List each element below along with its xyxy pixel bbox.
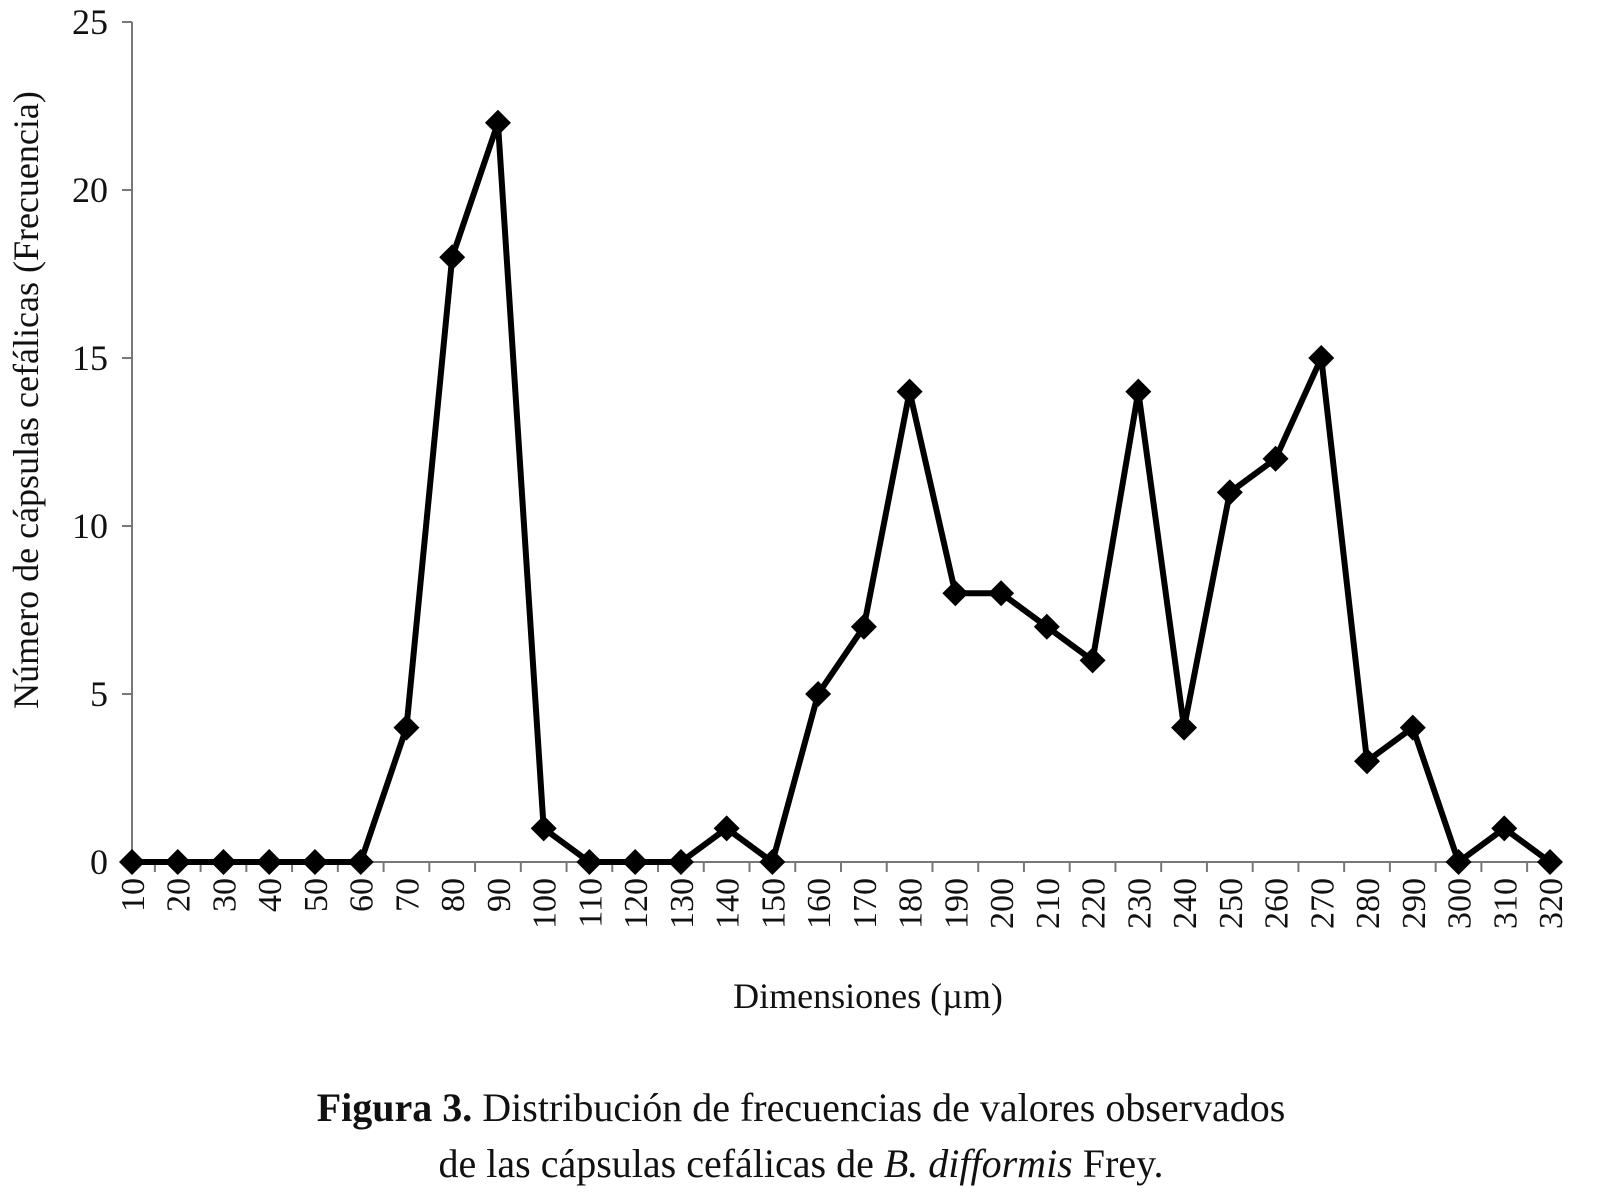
data-point-30 [210,849,237,875]
x-tick-label-50: 50 [298,878,335,912]
y-tick-label-5: 5 [90,674,108,714]
data-point-200 [988,580,1015,607]
y-tick-label-25: 25 [72,2,108,42]
x-tick-label-300: 300 [1442,878,1479,929]
data-point-160 [805,681,832,707]
figure-caption: Figura 3. Distribución de frecuencias de… [0,1080,1602,1192]
data-point-210 [1033,613,1060,640]
data-point-280 [1354,748,1381,775]
y-tick-label-15: 15 [72,338,108,378]
x-tick-label-280: 280 [1350,878,1387,929]
x-tick-label-100: 100 [527,878,564,929]
x-tick-label-320: 320 [1533,878,1570,929]
x-tick-label-310: 310 [1487,878,1524,929]
x-tick-label-290: 290 [1396,878,1433,929]
x-tick-label-130: 130 [664,878,701,929]
data-point-120 [622,849,649,875]
data-point-10 [119,849,145,875]
data-point-90 [484,109,511,136]
caption-text-1: Distribución de frecuencias de valores o… [472,1085,1286,1130]
caption-species: B. difformis [883,1141,1073,1186]
data-point-190 [942,580,969,607]
x-tick-label-240: 240 [1167,878,1204,929]
data-point-150 [759,849,786,875]
x-tick-label-70: 70 [389,878,426,912]
x-tick-label-80: 80 [435,878,472,912]
data-point-140 [713,815,740,842]
data-point-260 [1262,445,1289,472]
data-point-40 [256,849,283,875]
x-tick-label-60: 60 [344,878,381,912]
x-tick-label-40: 40 [252,878,289,912]
data-point-250 [1216,479,1243,506]
x-tick-label-120: 120 [618,878,655,929]
caption-text-3: Frey. [1072,1141,1164,1186]
data-point-110 [576,849,603,875]
x-tick-label-210: 210 [1030,878,1067,929]
series-frecuencia [119,109,1563,875]
data-point-310 [1491,815,1518,842]
data-point-180 [896,378,923,405]
y-axis-label: Número de cápsulas cefálicas (Frecuencia… [6,91,46,709]
axes [131,22,1560,863]
data-point-300 [1445,849,1472,875]
x-tick-label-160: 160 [801,878,838,929]
data-point-50 [301,849,328,875]
x-tick-label-270: 270 [1304,878,1341,929]
x-tick-label-150: 150 [755,878,792,929]
x-tick-label-30: 30 [206,878,243,912]
y-tick-label-20: 20 [72,170,108,210]
x-tick-label-200: 200 [984,878,1021,929]
x-tick-label-180: 180 [893,878,930,929]
caption-figure-label: Figura 3. [316,1085,473,1130]
data-point-290 [1399,714,1426,741]
caption-text-2: de las cápsulas cefálicas de [438,1141,884,1186]
x-tick-label-90: 90 [481,878,518,912]
data-point-240 [1171,714,1198,741]
data-point-320 [1537,849,1563,875]
data-point-270 [1308,345,1335,371]
data-point-60 [347,849,374,875]
x-tick-label-230: 230 [1121,878,1158,929]
caption-line-1: Figura 3. Distribución de frecuencias de… [0,1080,1602,1136]
x-tick-label-10: 10 [115,878,152,912]
data-point-130 [667,849,694,875]
x-tick-label-250: 250 [1213,878,1250,929]
x-tick-label-260: 260 [1259,878,1296,929]
x-axis-label: Dimensiones (µm) [733,976,1003,1016]
x-tick-label-20: 20 [161,878,198,912]
series-line [129,121,1553,868]
x-tick-label-110: 110 [572,878,609,928]
caption-line-2: de las cápsulas cefálicas de B. difformi… [0,1136,1602,1192]
x-tick-label-140: 140 [710,878,747,929]
data-point-100 [530,815,557,842]
x-tick-label-220: 220 [1076,878,1113,929]
data-point-230 [1125,378,1152,405]
y-tick-label-10: 10 [72,506,108,546]
data-point-170 [850,613,877,640]
data-point-220 [1079,647,1106,674]
data-point-70 [393,714,420,741]
data-point-80 [439,244,466,271]
data-point-20 [164,849,191,875]
y-tick-label-0: 0 [90,842,108,882]
x-tick-label-170: 170 [847,878,884,929]
x-tick-label-190: 190 [938,878,975,929]
